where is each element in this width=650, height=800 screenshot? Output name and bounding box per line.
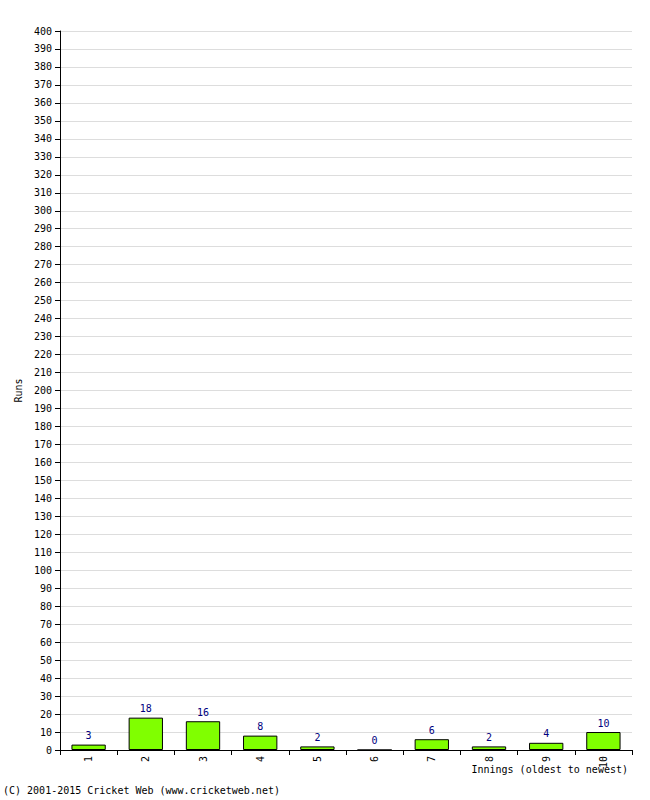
svg-text:10: 10 [597,718,609,729]
svg-text:300: 300 [34,205,52,216]
svg-text:270: 270 [34,259,52,270]
svg-text:8: 8 [257,721,263,732]
svg-text:260: 260 [34,277,52,288]
svg-text:380: 380 [34,61,52,72]
svg-text:150: 150 [34,475,52,486]
svg-text:310: 310 [34,187,52,198]
svg-text:3: 3 [198,756,209,762]
svg-text:390: 390 [34,43,52,54]
svg-text:330: 330 [34,151,52,162]
svg-text:30: 30 [40,691,52,702]
svg-text:230: 230 [34,331,52,342]
svg-text:4: 4 [255,756,266,762]
svg-text:140: 140 [34,493,52,504]
svg-text:110: 110 [34,547,52,558]
svg-text:360: 360 [34,97,52,108]
svg-text:6: 6 [429,725,435,736]
svg-text:2: 2 [140,756,151,762]
svg-text:7: 7 [426,756,437,762]
svg-text:130: 130 [34,511,52,522]
svg-text:80: 80 [40,601,52,612]
svg-text:370: 370 [34,79,52,90]
svg-text:50: 50 [40,655,52,666]
svg-text:350: 350 [34,115,52,126]
svg-text:60: 60 [40,637,52,648]
svg-text:2: 2 [486,732,492,743]
svg-text:210: 210 [34,367,52,378]
svg-text:3: 3 [86,730,92,741]
svg-text:5: 5 [312,756,323,762]
svg-text:0: 0 [372,735,378,746]
svg-text:8: 8 [484,756,495,762]
svg-text:1: 1 [83,756,94,762]
svg-text:40: 40 [40,673,52,684]
svg-text:280: 280 [34,241,52,252]
svg-text:120: 120 [34,529,52,540]
svg-text:18: 18 [140,703,152,714]
svg-text:190: 190 [34,403,52,414]
svg-text:160: 160 [34,457,52,468]
svg-text:240: 240 [34,313,52,324]
svg-text:200: 200 [34,385,52,396]
svg-text:10: 10 [598,756,609,768]
svg-text:290: 290 [34,223,52,234]
svg-text:100: 100 [34,565,52,576]
svg-text:400: 400 [34,26,52,37]
svg-text:180: 180 [34,421,52,432]
svg-text:6: 6 [369,756,380,762]
svg-text:Runs: Runs [13,378,24,402]
svg-text:90: 90 [40,583,52,594]
svg-text:10: 10 [40,727,52,738]
svg-text:340: 340 [34,133,52,144]
svg-text:(C) 2001-2015 Cricket Web (www: (C) 2001-2015 Cricket Web (www.cricketwe… [3,785,280,796]
svg-text:250: 250 [34,295,52,306]
svg-text:2: 2 [314,732,320,743]
svg-text:16: 16 [197,707,209,718]
svg-text:170: 170 [34,439,52,450]
svg-text:220: 220 [34,349,52,360]
svg-text:20: 20 [40,709,52,720]
svg-text:4: 4 [543,728,549,739]
svg-text:9: 9 [541,756,552,762]
svg-text:Innings (oldest to newest): Innings (oldest to newest) [471,763,628,775]
svg-text:70: 70 [40,619,52,630]
svg-text:0: 0 [46,745,52,756]
svg-text:320: 320 [34,169,52,180]
